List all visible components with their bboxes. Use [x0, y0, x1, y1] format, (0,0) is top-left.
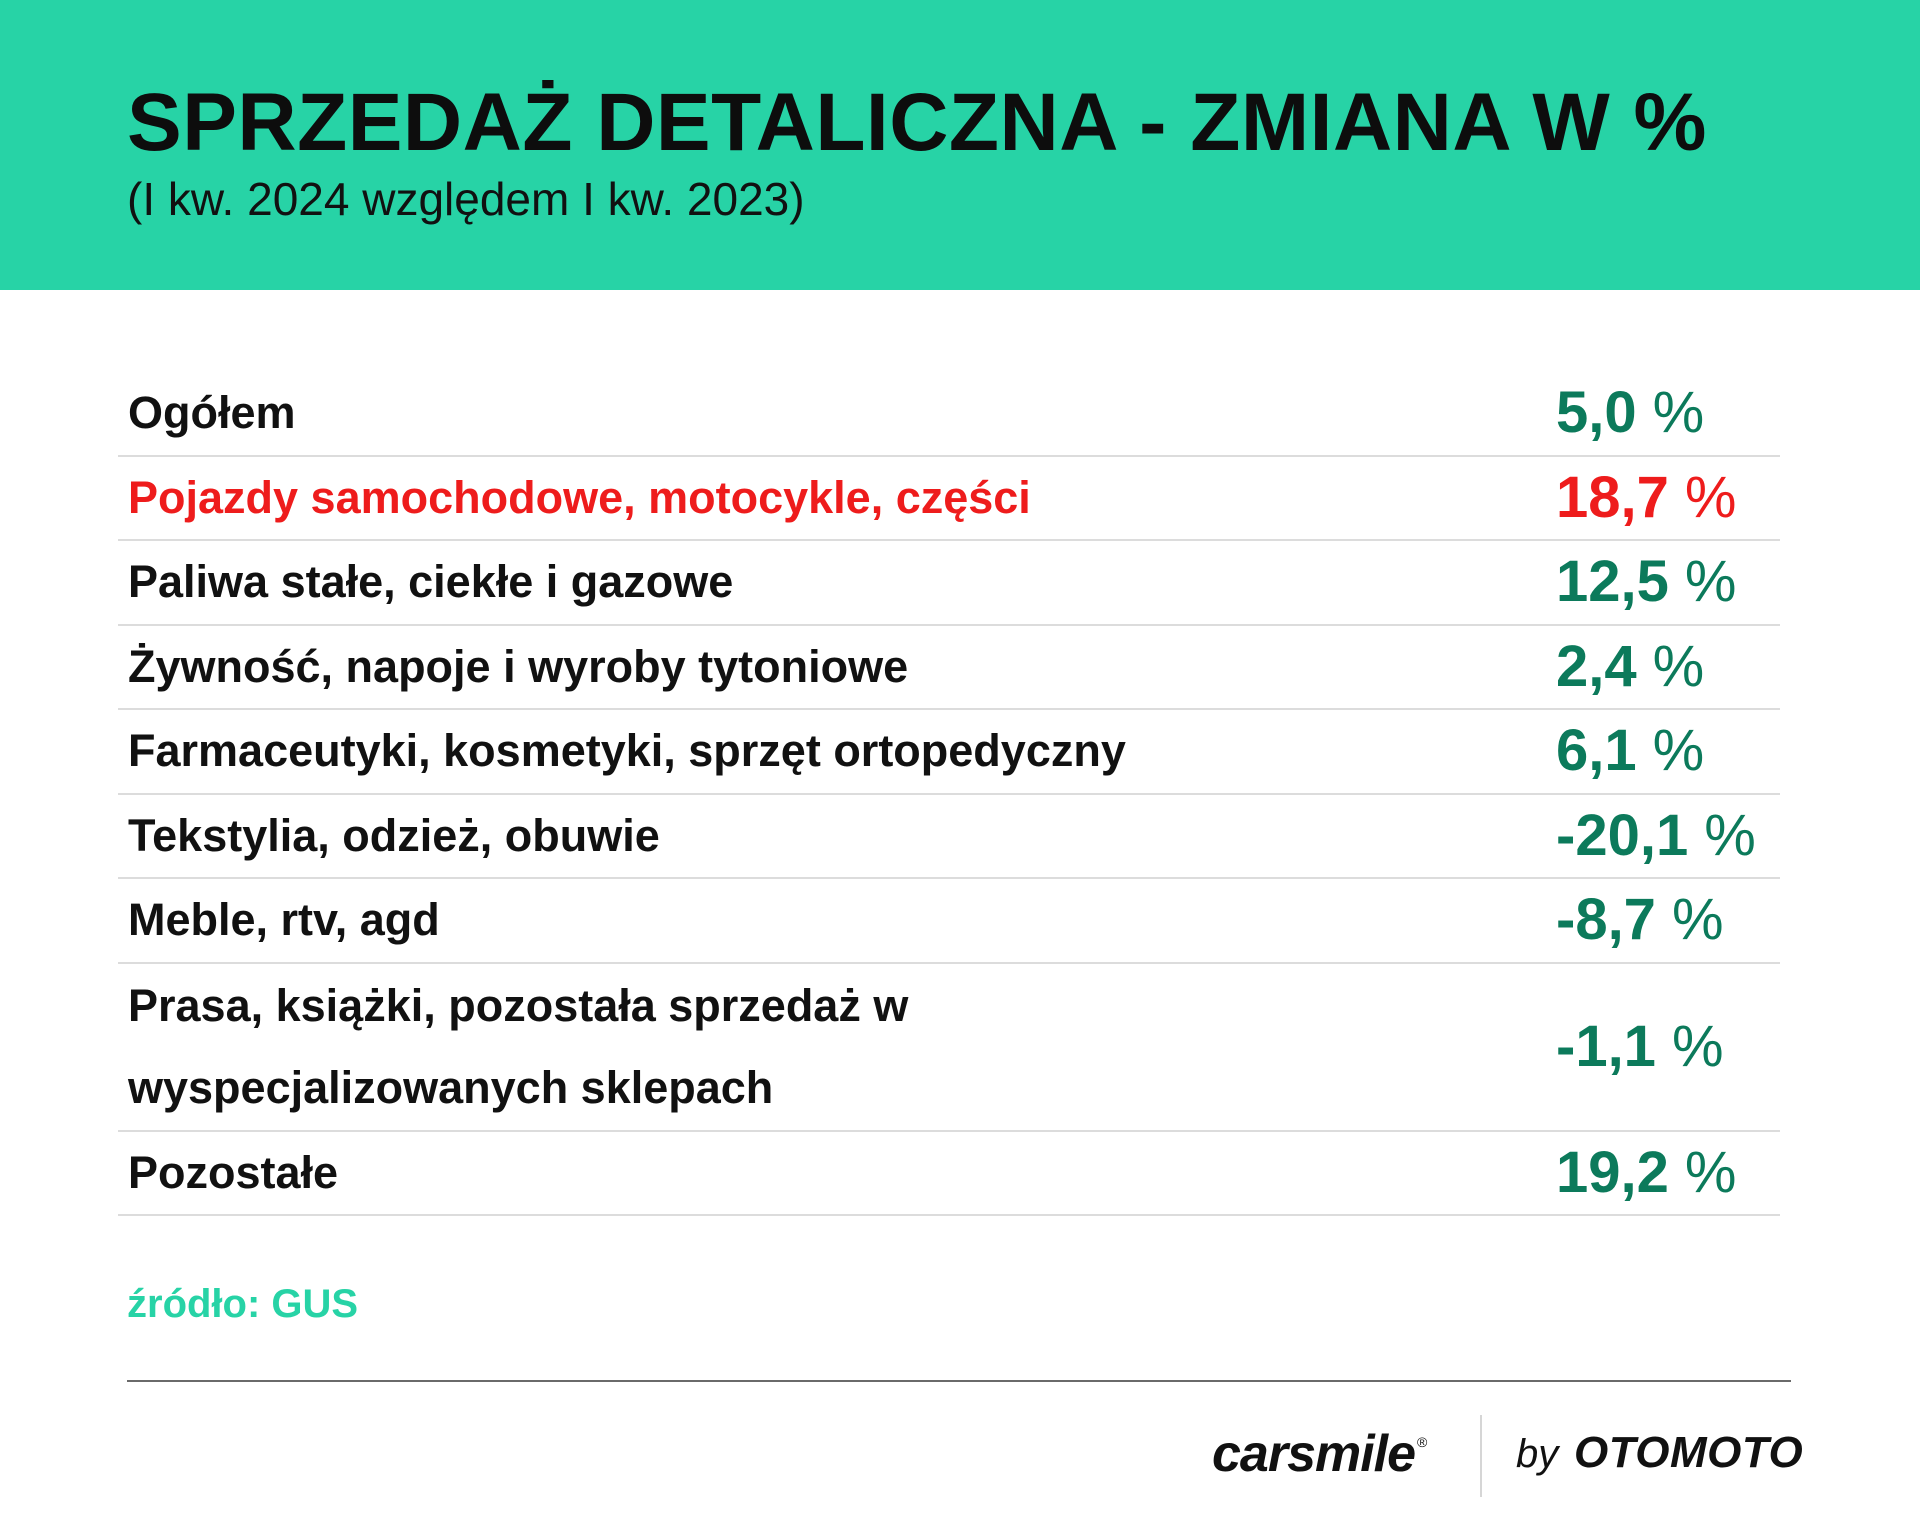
row-value: 2,4%	[1556, 626, 1704, 708]
value-number: 18,7	[1556, 464, 1669, 530]
table-row: Pozostałe 19,2%	[118, 1132, 1780, 1216]
row-label: Ogółem	[128, 387, 296, 439]
chart-subtitle: (I kw. 2024 względem I kw. 2023)	[127, 173, 805, 225]
table-row: Farmaceutyki, kosmetyki, sprzęt ortopedy…	[118, 710, 1780, 795]
row-label: Prasa, książki, pozostała sprzedaż w wys…	[128, 979, 909, 1113]
row-label: Pojazdy samochodowe, motocykle, części	[128, 471, 1031, 523]
footer-divider-line	[127, 1380, 1791, 1382]
table-row: Meble, rtv, agd -8,7%	[118, 879, 1780, 964]
row-label: Żywność, napoje i wyroby tytoniowe	[128, 640, 909, 692]
value-number: 12,5	[1556, 549, 1669, 615]
row-label: Meble, rtv, agd	[128, 894, 440, 946]
row-value: 19,2%	[1556, 1132, 1736, 1214]
table-row: Żywność, napoje i wyroby tytoniowe 2,4%	[118, 626, 1780, 710]
row-label: Farmaceutyki, kosmetyki, sprzęt ortopedy…	[128, 725, 1126, 777]
table-row: Tekstylia, odzież, obuwie -20,1%	[118, 795, 1780, 879]
header-banner: SPRZEDAŻ DETALICZNA - ZMIANA W % (I kw. …	[0, 0, 1920, 290]
registered-mark: ®	[1417, 1434, 1427, 1450]
data-table: Ogółem 5,0% Pojazdy samochodowe, motocykle…	[118, 372, 1780, 1216]
value-number: -1,1	[1556, 1013, 1656, 1079]
row-label: Paliwa stałe, ciekłe i gazowe	[128, 556, 734, 608]
percent-sign: %	[1684, 464, 1737, 530]
percent-sign: %	[1684, 549, 1737, 615]
value-number: 5,0	[1556, 380, 1637, 446]
row-label: Pozostałe	[128, 1146, 339, 1198]
percent-sign: %	[1652, 633, 1705, 699]
table-row: Paliwa stałe, ciekłe i gazowe 12,5%	[118, 541, 1780, 626]
row-value: 6,1%	[1556, 710, 1704, 792]
row-value: 5,0%	[1556, 372, 1704, 454]
value-number: 6,1	[1556, 718, 1637, 784]
percent-sign: %	[1652, 380, 1705, 446]
row-value: -8,7%	[1556, 879, 1724, 961]
percent-sign: %	[1671, 1013, 1724, 1079]
percent-sign: %	[1684, 1139, 1737, 1205]
row-value: 18,7%	[1556, 457, 1736, 539]
row-value: -1,1%	[1556, 1006, 1724, 1088]
otomoto-logo: OTOMOTO	[1574, 1428, 1804, 1477]
chart-title: SPRZEDAŻ DETALICZNA - ZMIANA W %	[127, 77, 1707, 168]
carsmile-logo: carsmile ®	[1212, 1424, 1427, 1484]
row-label: Tekstylia, odzież, obuwie	[128, 809, 660, 861]
table-row: Ogółem 5,0%	[118, 372, 1780, 457]
logo-separator	[1480, 1415, 1482, 1497]
table-row: Prasa, książki, pozostała sprzedaż w wys…	[118, 964, 1780, 1132]
percent-sign: %	[1652, 718, 1705, 784]
row-value: -20,1%	[1556, 795, 1756, 877]
carsmile-logo-text: carsmile	[1212, 1425, 1416, 1483]
percent-sign: %	[1704, 802, 1756, 868]
by-text: by	[1516, 1432, 1559, 1476]
percent-sign: %	[1671, 887, 1724, 953]
table-row: Pojazdy samochodowe, motocykle, części 18…	[118, 457, 1780, 541]
value-number: 19,2	[1556, 1139, 1669, 1205]
value-number: -8,7	[1556, 887, 1656, 953]
row-value: 12,5%	[1556, 541, 1736, 623]
value-number: -20,1	[1556, 802, 1689, 868]
value-number: 2,4	[1556, 633, 1637, 699]
source-note: źródło: GUS	[127, 1282, 359, 1326]
